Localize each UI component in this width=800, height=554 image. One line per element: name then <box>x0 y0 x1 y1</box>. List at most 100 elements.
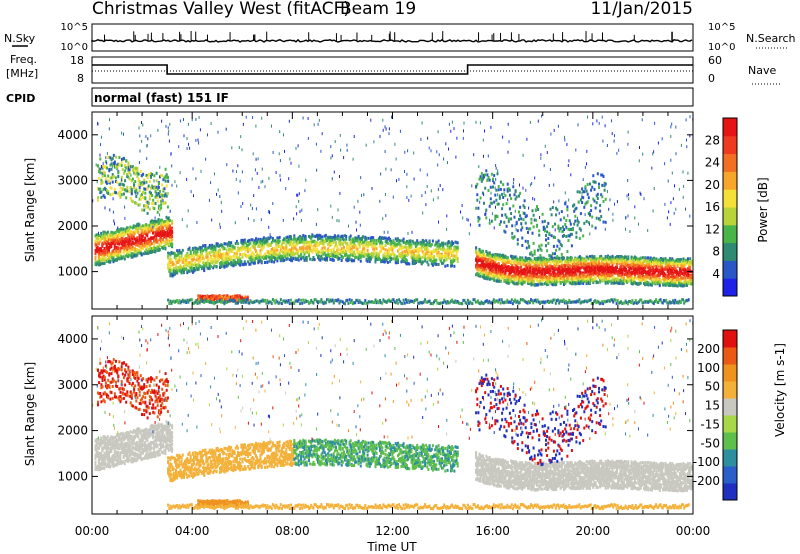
rti-cell <box>305 238 307 241</box>
rti-cell <box>182 249 184 252</box>
rti-cell <box>142 196 144 199</box>
rti-cell <box>431 243 433 246</box>
rti-cell <box>181 255 183 258</box>
rti-cell <box>358 257 360 260</box>
rti-cell <box>149 195 151 198</box>
rti-cell <box>289 302 291 305</box>
rti-cell <box>536 272 538 275</box>
rti-cell <box>335 241 337 244</box>
rti-cell <box>148 185 150 188</box>
rti-cell <box>397 302 399 305</box>
rti-cell <box>514 282 516 285</box>
rti-cell <box>308 243 310 246</box>
rti-cell <box>381 241 383 244</box>
rti-cell <box>126 190 128 193</box>
rti-cell <box>345 253 347 256</box>
rti-cell <box>118 164 120 167</box>
rti-cell <box>97 199 99 202</box>
rti-cell <box>271 260 273 263</box>
rti-cell <box>274 302 276 305</box>
rti-cell <box>326 257 328 260</box>
rti-cell <box>366 237 368 240</box>
rti-cell <box>512 267 514 270</box>
rti-cell <box>367 249 369 252</box>
rti-cell <box>116 259 118 262</box>
rti-cell <box>123 157 125 160</box>
rti-cell <box>543 278 545 281</box>
rti-cell <box>563 299 565 302</box>
rti-cell <box>488 260 490 263</box>
rti-cell <box>449 256 451 259</box>
rti-cell <box>124 169 126 172</box>
rti-cell <box>682 298 684 301</box>
rti-cell <box>152 202 154 205</box>
rti-cell <box>136 236 138 239</box>
rti-cell <box>122 168 124 171</box>
rti-cell <box>100 196 102 199</box>
rti-cell <box>364 299 366 302</box>
rti-cell <box>142 191 144 194</box>
rti-cell <box>121 164 123 167</box>
rti-cell <box>242 256 244 259</box>
rti-cell <box>427 248 429 251</box>
rti-cell <box>453 265 455 268</box>
rti-cell <box>501 298 503 301</box>
rti-cell <box>299 302 301 305</box>
rti-cell <box>263 236 265 239</box>
rti-cell <box>164 187 166 190</box>
rti-cell <box>352 238 354 241</box>
rti-cell <box>111 162 113 165</box>
rti-cell <box>162 238 164 241</box>
rti-cell <box>220 265 222 268</box>
rti-cell <box>249 242 251 245</box>
rti-cell <box>104 172 106 175</box>
rti-cell <box>557 299 559 302</box>
rti-cell <box>453 259 455 262</box>
rti-cell <box>498 298 500 301</box>
rti-cell <box>132 178 134 181</box>
rti-cell <box>181 252 183 255</box>
date-label: 11/Jan/2015 <box>590 0 693 19</box>
rti-cell <box>183 271 185 274</box>
rti-cell <box>162 241 164 244</box>
rti-cell <box>104 262 106 265</box>
rti-cell <box>344 302 346 305</box>
rti-cell <box>106 245 108 248</box>
rti-cell <box>511 298 513 301</box>
rti-cell <box>171 269 173 272</box>
rti-cell <box>413 251 415 254</box>
rti-cell <box>346 299 348 302</box>
rti-cell <box>290 240 292 243</box>
rti-cell <box>367 260 369 263</box>
rti-cell <box>253 253 255 256</box>
rti-cell <box>152 232 154 235</box>
rti-cell <box>490 277 492 280</box>
noise-right-tick-bottom: 10^0 <box>708 42 735 53</box>
rti-cell <box>279 252 281 255</box>
freq-label-2: [MHz] <box>6 67 38 80</box>
rti-cell <box>138 173 140 176</box>
rti-cell <box>105 177 107 180</box>
rti-cell <box>616 302 618 305</box>
rti-cell <box>390 257 392 260</box>
rti-cell <box>314 258 316 261</box>
rti-cell <box>131 230 133 233</box>
rti-cell <box>320 298 322 301</box>
rti-cell <box>260 253 262 256</box>
rti-cell <box>385 244 387 247</box>
rti-cell <box>435 259 437 262</box>
rti-cell <box>331 242 333 245</box>
rti-cell <box>133 187 135 190</box>
rti-cell <box>436 254 438 257</box>
rti-cell <box>363 302 365 305</box>
rti-cell <box>264 261 266 264</box>
rti-cell <box>245 263 247 266</box>
rti-cell <box>111 187 113 190</box>
rti-cell <box>418 248 420 251</box>
rti-cell <box>430 259 432 262</box>
rti-cell <box>435 263 437 266</box>
rti-cell <box>156 172 158 175</box>
rti-cell <box>216 265 218 268</box>
rti-cell <box>355 256 357 259</box>
